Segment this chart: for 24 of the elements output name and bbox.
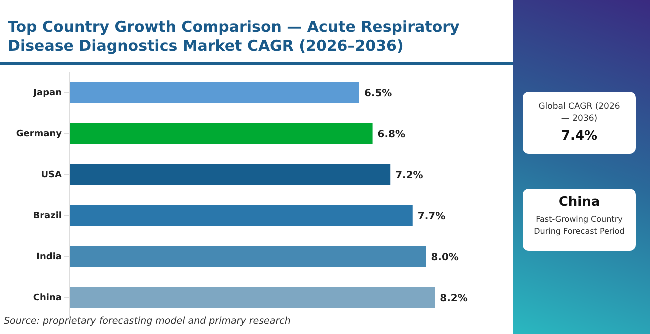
bar (70, 82, 360, 104)
bar (70, 123, 373, 144)
annotation: Source: proprietary forecasting model and primary research (4, 316, 291, 327)
text: China (558, 195, 602, 210)
bar (70, 246, 426, 268)
text: Global CAGR (2026 — 2036) (538, 101, 622, 125)
y-tick-label: India (36, 252, 62, 263)
bar (70, 205, 413, 226)
chart-title: Top Country Growth Comparison — Acute Respiratory Disease Diagnostics Market CAGR (2026–2036) (8, 18, 461, 56)
y-tick-label: Japan (32, 88, 62, 99)
data-label: 6.8% (378, 129, 406, 140)
y-tick-label: Germany (16, 130, 62, 140)
text: 7.4% (560, 129, 599, 144)
data-label: 7.7% (418, 211, 446, 222)
y-tick-label: China (33, 294, 62, 304)
data-label: 8.0% (431, 252, 459, 264)
data-label: 8.2% (440, 293, 468, 304)
data-label: 6.5% (364, 88, 392, 100)
bar (70, 287, 436, 308)
text: Fast-Growing Country During Forecast Period (533, 214, 626, 238)
y-tick-label: Brazil (33, 212, 62, 222)
data-label: 7.2% (396, 170, 424, 182)
y-tick-label: USA (41, 170, 62, 181)
bar (70, 164, 391, 186)
